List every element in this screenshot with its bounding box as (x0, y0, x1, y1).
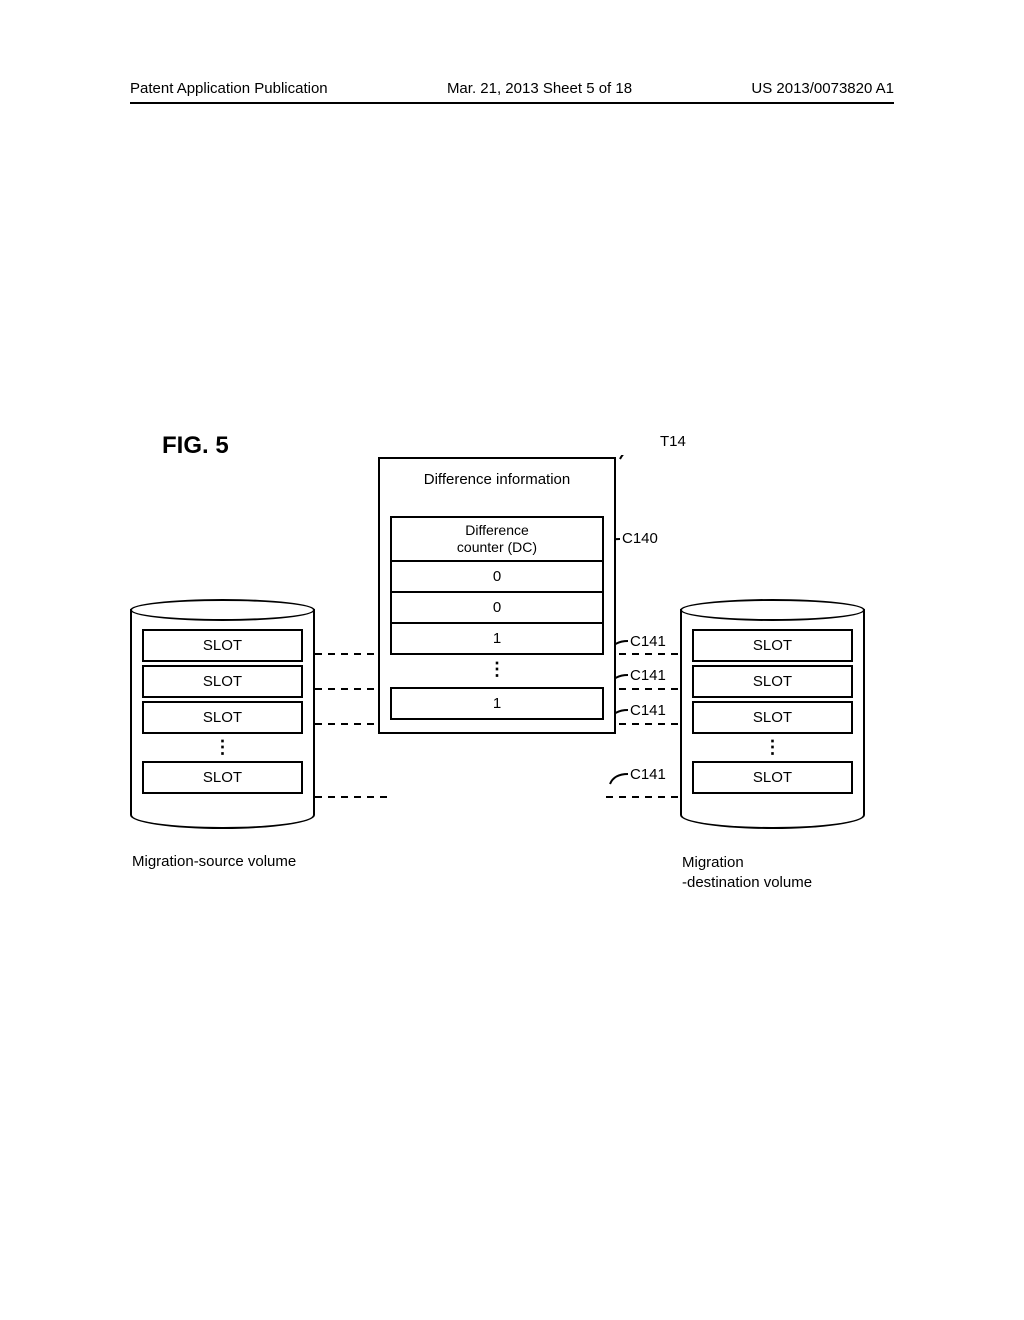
dc-header-line1: Difference (465, 522, 529, 538)
cylinder-body: SLOT SLOT SLOT ⋮ SLOT (680, 609, 865, 809)
dest-slot: SLOT (692, 701, 853, 734)
cylinder-top (130, 599, 315, 621)
dc-row: 1 (390, 687, 604, 720)
dest-volume-cylinder: SLOT SLOT SLOT ⋮ SLOT (680, 599, 865, 829)
ref-label-c141-1: C141 (630, 633, 666, 650)
difference-info-box: Difference information Difference counte… (378, 457, 616, 734)
header-rule (130, 102, 894, 104)
header-right: US 2013/0073820 A1 (751, 80, 894, 97)
source-slot: SLOT (142, 629, 303, 662)
figure-diagram: T14 C140 C141 C141 C141 C141 (120, 455, 910, 895)
difference-info-title: Difference information (390, 471, 604, 488)
dest-slot: SLOT (692, 761, 853, 794)
dc-row: 0 (390, 593, 604, 624)
dest-label-line2: -destination volume (682, 874, 812, 891)
ref-label-c141-3: C141 (630, 702, 666, 719)
dc-row: 0 (390, 562, 604, 593)
dest-slot: SLOT (692, 629, 853, 662)
source-slot: SLOT (142, 761, 303, 794)
ref-label-t14: T14 (660, 433, 686, 450)
difference-counter-header: Difference counter (DC) (390, 516, 604, 562)
vertical-dots: ⋮ (142, 737, 303, 761)
cylinder-bottom (130, 807, 315, 829)
patent-page: Patent Application Publication Mar. 21, … (0, 0, 1024, 1320)
cylinder-top (680, 599, 865, 621)
dest-volume-label: Migration -destination volume (682, 853, 812, 892)
cylinder-body: SLOT SLOT SLOT ⋮ SLOT (130, 609, 315, 809)
ref-label-c140: C140 (622, 530, 658, 547)
dest-slot: SLOT (692, 665, 853, 698)
header-left: Patent Application Publication (130, 80, 328, 97)
cylinder-bottom (680, 807, 865, 829)
dc-header-line2: counter (DC) (457, 539, 537, 555)
header-center: Mar. 21, 2013 Sheet 5 of 18 (447, 80, 632, 97)
source-volume-label: Migration-source volume (132, 853, 296, 870)
dest-label-line1: Migration (682, 854, 744, 871)
ref-label-c141-2: C141 (630, 667, 666, 684)
vertical-dots: ⋮ (692, 737, 853, 761)
source-slot: SLOT (142, 665, 303, 698)
page-header: Patent Application Publication Mar. 21, … (0, 80, 1024, 97)
dc-row: 1 (390, 624, 604, 655)
vertical-dots: ⋮ (390, 655, 604, 687)
source-volume-cylinder: SLOT SLOT SLOT ⋮ SLOT (130, 599, 315, 829)
source-slot: SLOT (142, 701, 303, 734)
ref-label-c141-4: C141 (630, 766, 666, 783)
